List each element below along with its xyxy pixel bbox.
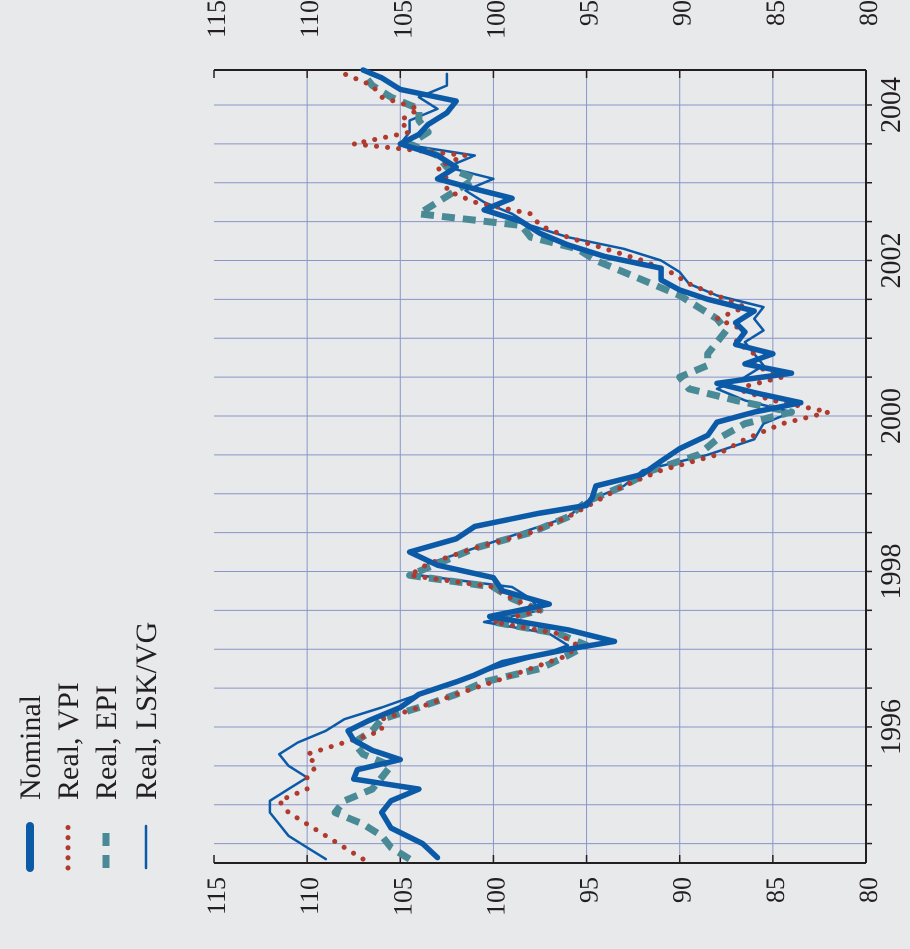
value-tick-label-bottom: 85 bbox=[761, 877, 790, 903]
series-line-real-lsk-vg bbox=[268, 72, 793, 861]
legend-label: Real, VPI bbox=[52, 682, 85, 800]
legend-label: Nominal bbox=[14, 695, 47, 800]
legend-label: Real, EPI bbox=[90, 685, 123, 800]
legend-label: Real, LSK/VG bbox=[130, 622, 163, 800]
series-line-real-epi bbox=[331, 71, 795, 863]
axes: 80 80 85 85 90 90 95 95 100 100 105 105 110 110 115 115… bbox=[202, 0, 907, 916]
series-lines bbox=[268, 67, 832, 863]
series-line-nominal bbox=[345, 67, 804, 861]
value-tick-label-top: 115 bbox=[202, 0, 231, 38]
value-tick-label-bottom: 100 bbox=[481, 877, 510, 916]
grid bbox=[214, 70, 866, 863]
plot-area bbox=[214, 70, 866, 863]
value-tick-label-top: 90 bbox=[668, 0, 697, 26]
value-tick-label-top: 80 bbox=[854, 0, 883, 26]
value-tick-label-top: 85 bbox=[761, 0, 790, 26]
time-tick-label: 2000 bbox=[876, 388, 907, 444]
value-tick-label-top: 105 bbox=[388, 0, 417, 39]
time-tick-label: 1998 bbox=[876, 543, 907, 599]
time-tick-label: 1996 bbox=[876, 699, 907, 755]
value-tick-label-bottom: 90 bbox=[668, 877, 697, 903]
time-tick-label: 2004 bbox=[876, 77, 907, 133]
legend: Nominal Real, VPI Real, EPI Real, LSK/VG bbox=[14, 622, 163, 872]
value-tick-label-bottom: 95 bbox=[575, 877, 604, 903]
value-tick-label-bottom: 105 bbox=[388, 877, 417, 916]
value-tick-label-top: 95 bbox=[575, 0, 604, 26]
value-tick-label-bottom: 115 bbox=[202, 877, 231, 915]
value-tick-label-top: 100 bbox=[481, 0, 510, 39]
series-line-real-vpi bbox=[276, 71, 832, 862]
value-tick-label-bottom: 80 bbox=[854, 877, 883, 903]
value-tick-label-top: 110 bbox=[295, 0, 324, 38]
value-tick-label-bottom: 110 bbox=[295, 877, 324, 915]
time-tick-label: 2002 bbox=[876, 232, 907, 288]
